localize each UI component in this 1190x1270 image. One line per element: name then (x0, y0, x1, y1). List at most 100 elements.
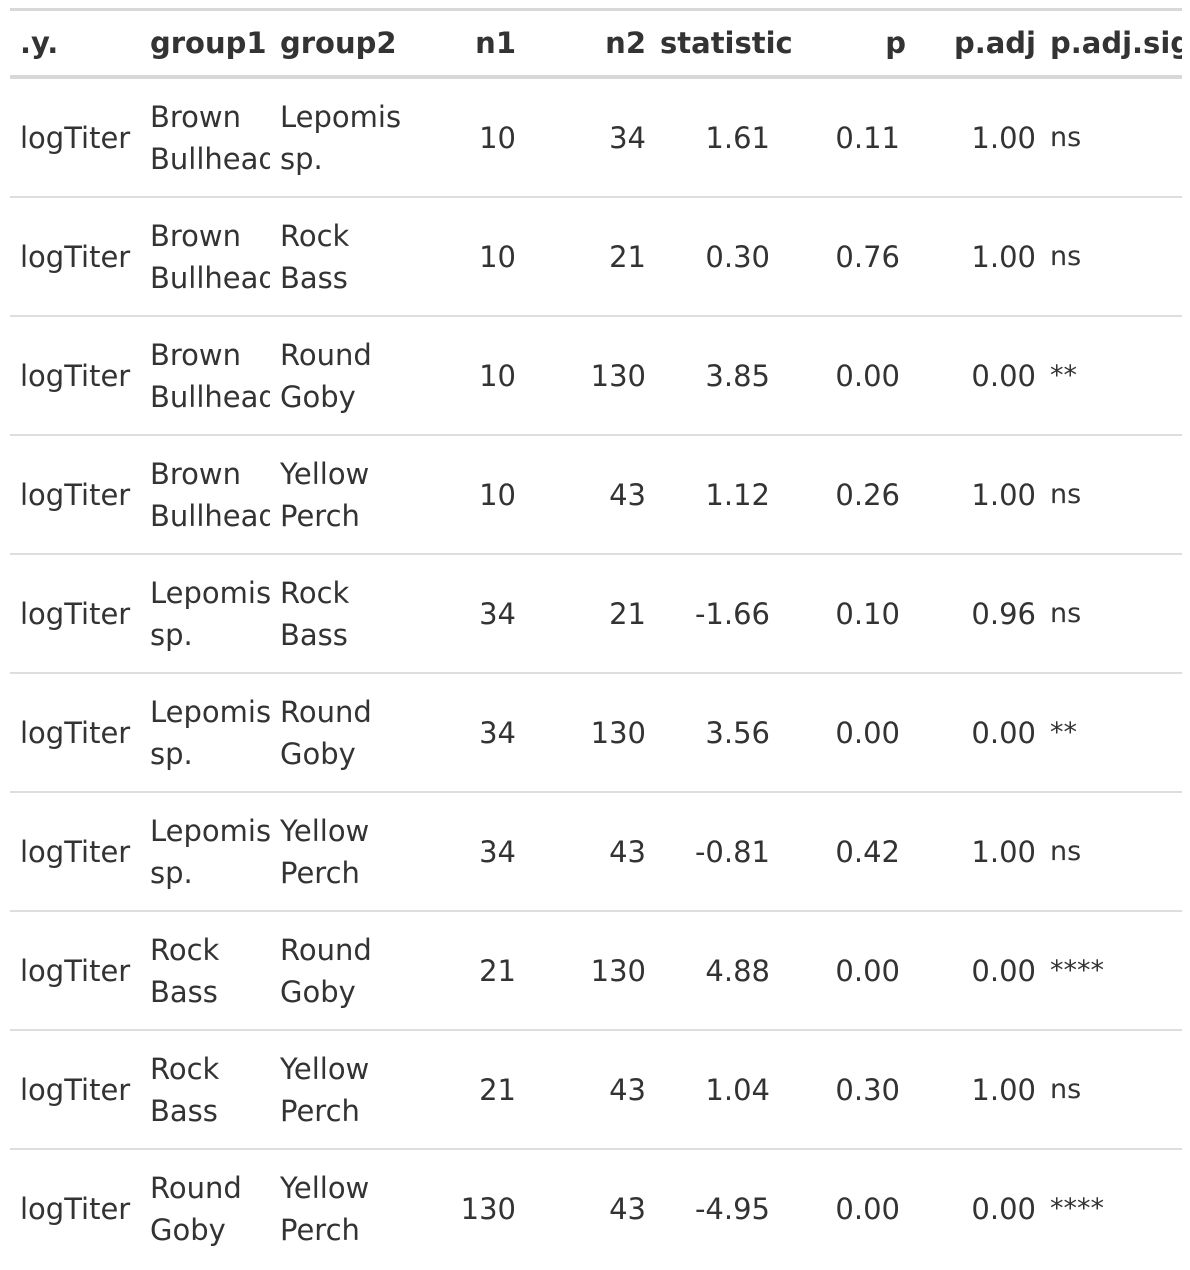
cell-p: 0.26 (780, 434, 910, 554)
cell-y: logTiter (10, 553, 140, 673)
cell-n1: 130 (420, 1148, 520, 1264)
cell-n1: 21 (420, 1029, 520, 1149)
column-header-n2: n2 (520, 9, 650, 79)
cell-group1: Brown Bullhead (140, 196, 270, 316)
cell-group1: Rock Bass (140, 910, 270, 1030)
cell-n1: 21 (420, 910, 520, 1030)
cell-statistic: 0.30 (650, 196, 780, 316)
cell-n2: 34 (609, 120, 646, 155)
cell-p-adj: 1.00 (910, 196, 1040, 316)
cell-p-adj-signif: ns (1050, 121, 1082, 153)
cell-n2: 130 (520, 672, 650, 792)
cell-statistic: -0.81 (650, 791, 780, 911)
cell-p-adj-signif: ns (1040, 434, 1182, 554)
cell-n2: 43 (520, 1148, 650, 1264)
table-row: logTiter Rock Bass Yellow Perch 21 43 1.04 0.3… (10, 1029, 1182, 1149)
cell-statistic: -1.66 (650, 553, 780, 673)
cell-p-adj-signif: ** (1040, 315, 1182, 435)
cell-y: logTiter (10, 196, 140, 316)
cell-group1: Rock Bass (140, 1029, 270, 1149)
cell-n1: 10 (420, 315, 520, 435)
cell-n2: 43 (520, 434, 650, 554)
cell-group1: Round Goby (140, 1148, 270, 1264)
table-row: logTiter Brown Bullhead Yellow Perch 10 43 1.… (10, 434, 1182, 554)
cell-p: 0.00 (780, 1148, 910, 1264)
cell-group1: Brown Bullhead (140, 434, 270, 554)
cell-y: logTiter (10, 672, 140, 792)
cell-statistic: 1.12 (650, 434, 780, 554)
column-header-p-adj-signif: p.adj.signif (1040, 9, 1182, 79)
table-header: .y. group1 group2 n1 n2 statistic p p.ad… (10, 9, 1182, 79)
cell-p: 0.42 (780, 791, 910, 911)
cell-group2: Yellow Perch (270, 1029, 420, 1149)
cell-p-adj: 1.00 (910, 1029, 1040, 1149)
column-header-group1: group1 (140, 9, 270, 79)
cell-group1: Lepomis sp. (140, 791, 270, 911)
cell-group2: Rock Bass (270, 553, 420, 673)
cell-n2: 21 (520, 553, 650, 673)
cell-p-adj: 0.00 (910, 672, 1040, 792)
column-header-group2: group2 (270, 9, 420, 79)
cell-n1: 10 (479, 120, 516, 155)
cell-n2: 130 (520, 315, 650, 435)
cell-p: 0.11 (835, 120, 900, 155)
column-header-p: p (780, 9, 910, 79)
cell-n1: 10 (420, 196, 520, 316)
cell-y: logTiter (10, 791, 140, 911)
cell-p: 0.00 (780, 315, 910, 435)
cell-p-adj-signif: ns (1040, 1029, 1182, 1149)
cell-group1: Lepomis sp. (140, 672, 270, 792)
cell-p-adj-signif: ns (1040, 196, 1182, 316)
cell-y: logTiter (10, 1148, 140, 1264)
column-header-statistic: statistic (650, 9, 793, 79)
cell-y: logTiter (10, 315, 140, 435)
cell-group2: Round Goby (270, 910, 420, 1030)
cell-y: logTiter (10, 434, 140, 554)
cell-n1: 34 (420, 672, 520, 792)
cell-p: 0.00 (780, 672, 910, 792)
table-row: logTiter Rock Bass Round Goby 21 130 4.88 0.00… (10, 910, 1182, 1030)
cell-n2: 43 (520, 1029, 650, 1149)
cell-p: 0.10 (780, 553, 910, 673)
cell-statistic: 3.56 (650, 672, 780, 792)
table-row: logTiter Brown Bullhead Lepomis sp. 10 34 1.6… (10, 77, 1182, 197)
table-row: logTiter Lepomis sp. Round Goby 34 130 3.56 0.… (10, 672, 1182, 792)
cell-p-adj: 0.00 (910, 910, 1040, 1030)
header-row: .y. group1 group2 n1 n2 statistic p p.ad… (10, 9, 1182, 79)
cell-p-adj-signif: **** (1040, 1148, 1182, 1264)
cell-n2: 21 (520, 196, 650, 316)
cell-group1: Brown Bullhead (150, 99, 270, 176)
results-table-container: .y. group1 group2 n1 n2 statistic p p.ad… (10, 8, 1182, 1264)
cell-group1: Brown Bullhead (140, 315, 270, 435)
table-row: logTiter Brown Bullhead Rock Bass 10 21 0.30 0… (10, 196, 1182, 316)
cell-p-adj-signif: **** (1040, 910, 1182, 1030)
cell-y: logTiter (20, 120, 131, 155)
cell-group1: Lepomis sp. (140, 553, 270, 673)
cell-p-adj: 1.00 (910, 434, 1040, 554)
cell-n2: 43 (520, 791, 650, 911)
cell-p: 0.00 (780, 910, 910, 1030)
cell-group2: Yellow Perch (270, 791, 420, 911)
cell-statistic: 1.61 (705, 120, 770, 155)
cell-p-adj: 1.00 (971, 120, 1036, 155)
cell-n1: 34 (420, 553, 520, 673)
cell-n1: 34 (420, 791, 520, 911)
table-row: logTiter Lepomis sp. Yellow Perch 34 43 -0.81… (10, 791, 1182, 911)
cell-group2: Round Goby (270, 672, 420, 792)
cell-p-adj-signif: ** (1040, 672, 1182, 792)
table-body: logTiter Brown Bullhead Lepomis sp. 10 34 1.6… (10, 77, 1182, 1264)
table-row: logTiter Round Goby Yellow Perch 130 43 -4.95… (10, 1148, 1182, 1264)
cell-n1: 10 (420, 434, 520, 554)
column-header-p-adj: p.adj (910, 9, 1040, 79)
column-header-n1: n1 (420, 9, 520, 79)
cell-p-adj: 0.00 (910, 315, 1040, 435)
cell-group2: Round Goby (270, 315, 420, 435)
cell-y: logTiter (10, 910, 140, 1030)
cell-group2: Lepomis sp. (280, 99, 402, 176)
cell-statistic: -4.95 (650, 1148, 780, 1264)
table-row: logTiter Lepomis sp. Rock Bass 34 21 -1.66 0.1… (10, 553, 1182, 673)
cell-p: 0.30 (780, 1029, 910, 1149)
cell-p: 0.76 (780, 196, 910, 316)
cell-p-adj-signif: ns (1040, 791, 1182, 911)
cell-statistic: 4.88 (650, 910, 780, 1030)
